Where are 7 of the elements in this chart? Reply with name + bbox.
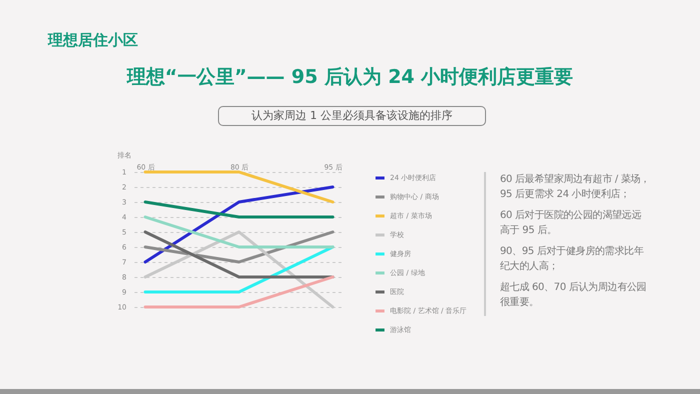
chart-subtitle: 认为家周边 1 公里必须具备该设施的排序 [218,106,486,126]
text: 60 后最希望家周边有超市 / 菜场，95 后更需求 24 小时便利店； [500,172,650,202]
text: 超七成 60、70 后认为周边有公园很重要。 [500,280,648,310]
text: 理想居住小区 [48,31,138,50]
text: 60 后对于医院的公园的渴望远远高于 95 后。 [500,208,642,238]
text: 90、95 后对于健身房的需求比年纪大的人高； [500,244,645,274]
chart-title: 理想“一公里”—— 95 后认为 24 小时便利店更重要 [126,65,574,90]
